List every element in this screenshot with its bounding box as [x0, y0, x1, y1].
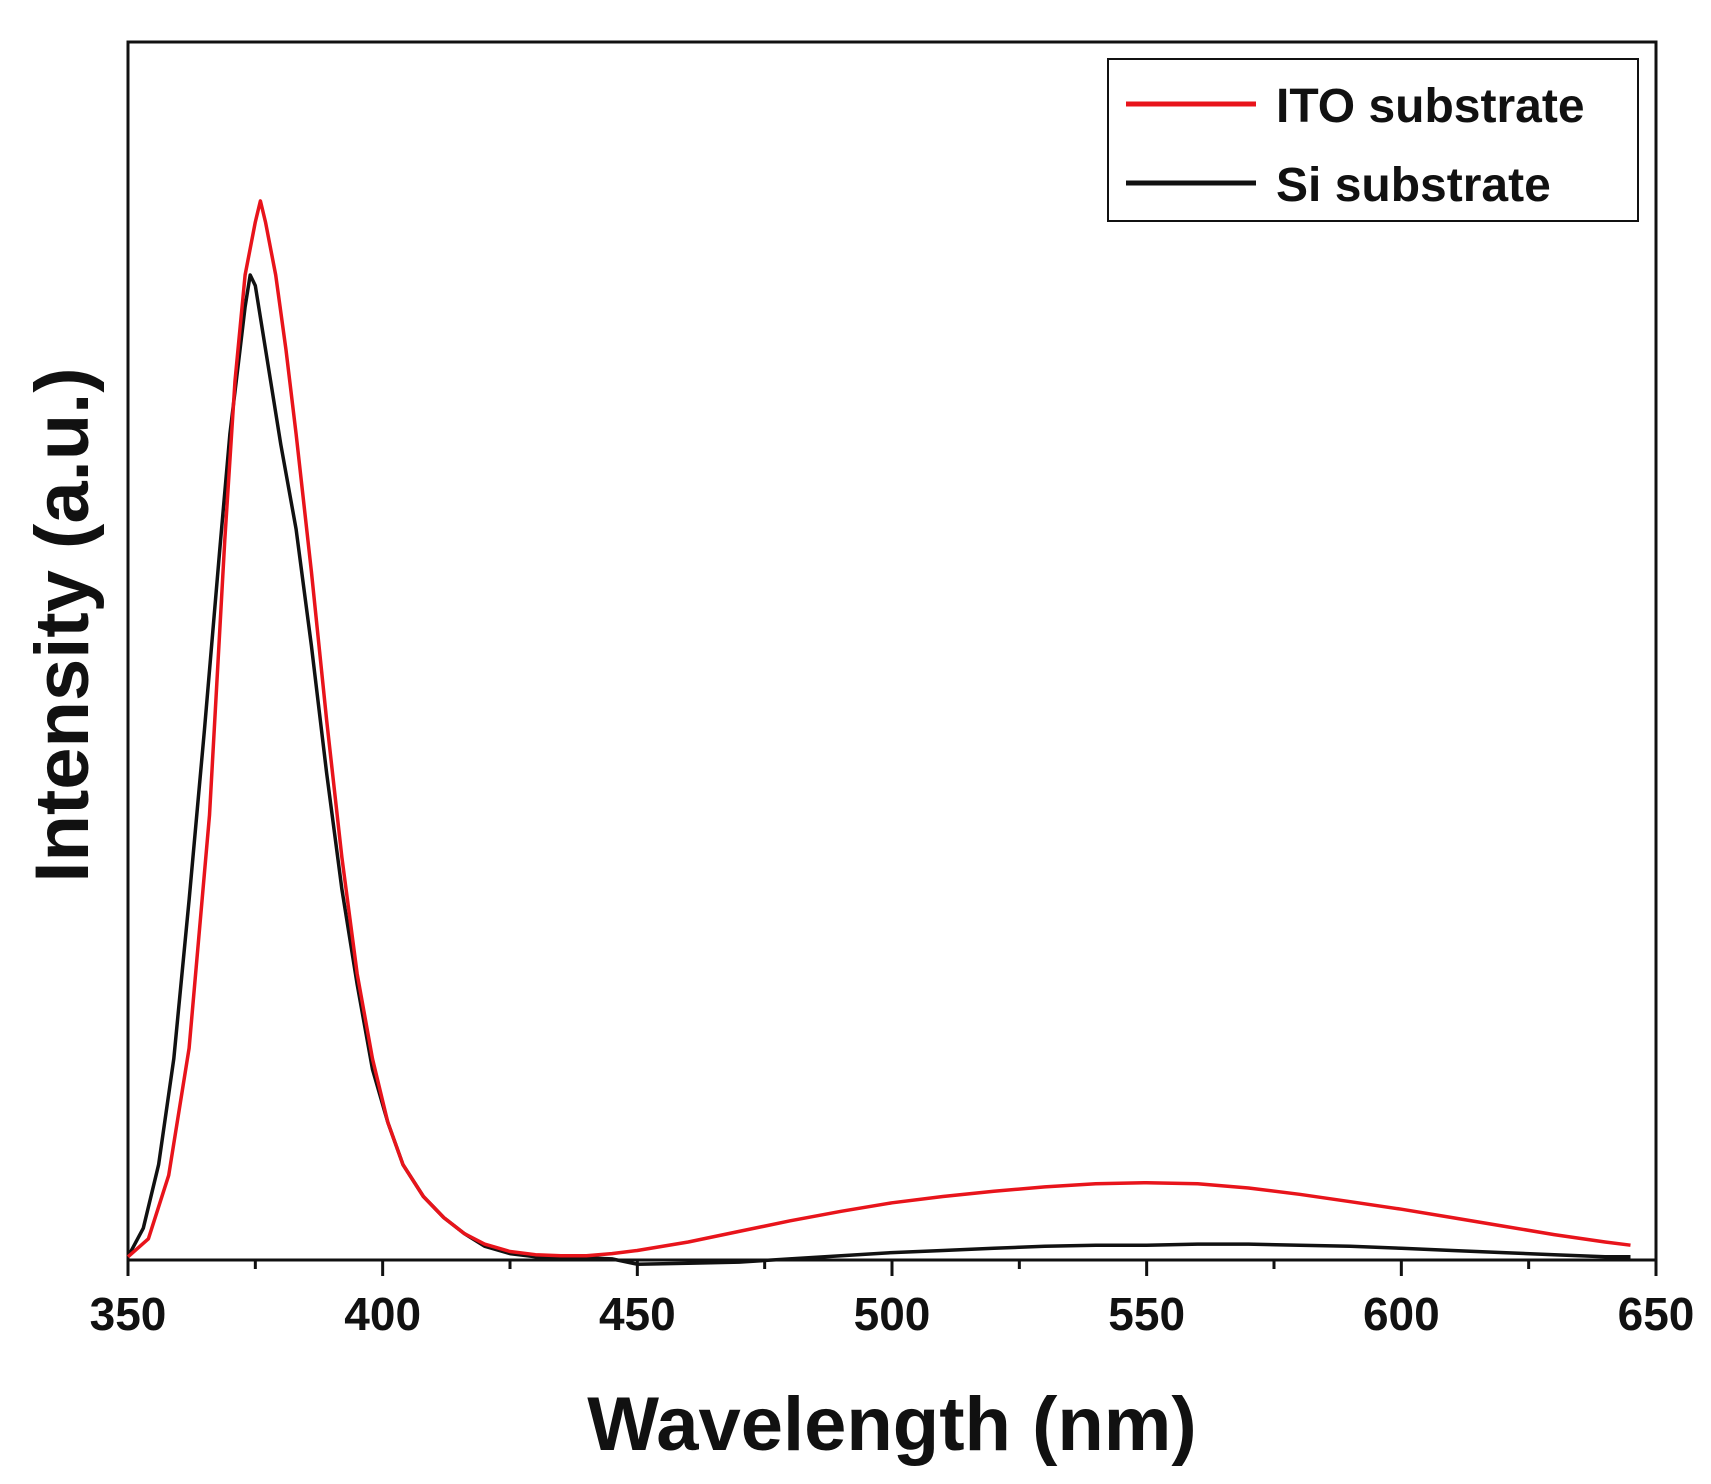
x-axis-tick-labels: 350 400 450 500 550 600 650: [90, 1288, 1695, 1340]
x-tick-label: 450: [599, 1288, 676, 1340]
legend-label-si: Si substrate: [1276, 159, 1551, 212]
x-tick-label: 350: [90, 1288, 167, 1340]
x-tick-label: 400: [344, 1288, 421, 1340]
legend-box: [1107, 58, 1639, 222]
series-line-si-substrate: [126, 273, 1631, 1266]
x-tick-label: 500: [854, 1288, 931, 1340]
x-tick-label: 550: [1108, 1288, 1185, 1340]
x-tick-label: 650: [1618, 1288, 1695, 1340]
x-tick-label: 600: [1363, 1288, 1440, 1340]
y-axis-title: Intensity (a.u.): [20, 367, 105, 882]
series-layer: [126, 199, 1631, 1266]
plot-frame: [126, 40, 1658, 1262]
series-line-ito-substrate: [126, 199, 1631, 1259]
legend: ITO substrate Si substrate: [1107, 58, 1639, 222]
x-axis-title: Wavelength (nm): [587, 1382, 1196, 1467]
legend-label-ito: ITO substrate: [1276, 80, 1585, 133]
x-axis-ticks: [126, 1260, 1658, 1276]
